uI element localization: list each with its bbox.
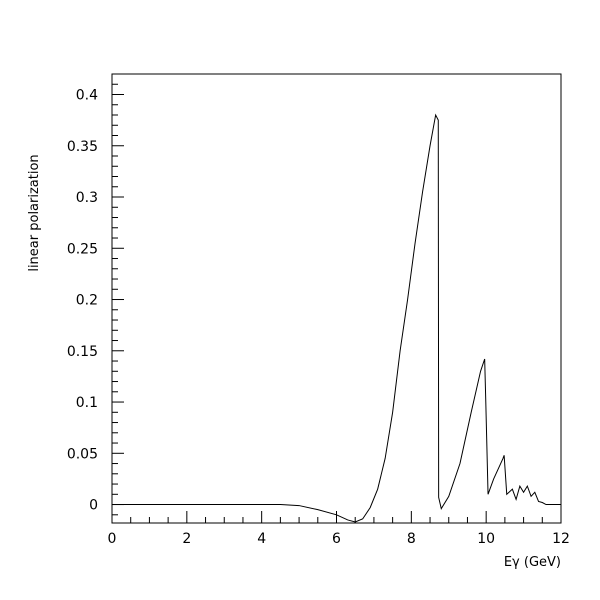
y-tick-label: 0.2 — [76, 293, 98, 309]
x-axis-title: Eγ (GeV) — [504, 555, 561, 570]
x-tick-label: 8 — [407, 531, 416, 547]
x-tick-label: 6 — [332, 531, 341, 547]
plot-frame — [111, 73, 562, 524]
y-tick-label: 0.4 — [76, 88, 98, 104]
x-tick-label: 4 — [257, 531, 266, 547]
y-axis-title: linear polarization — [27, 154, 42, 271]
y-tick-label: 0.05 — [67, 446, 98, 462]
polarization-curve — [112, 113, 561, 523]
x-tick-label: 0 — [108, 531, 117, 547]
x-tick-label: 2 — [182, 531, 191, 547]
y-tick-label: 0.35 — [67, 139, 98, 155]
y-tick-label: 0.25 — [67, 241, 98, 257]
x-tick-label: 12 — [552, 531, 570, 547]
y-tick-label: 0.1 — [76, 395, 98, 411]
y-tick-label: 0 — [89, 498, 98, 514]
y-tick-label: 0.3 — [76, 190, 98, 206]
y-tick-label: 0.15 — [67, 344, 98, 360]
x-tick-label: 10 — [477, 531, 495, 547]
